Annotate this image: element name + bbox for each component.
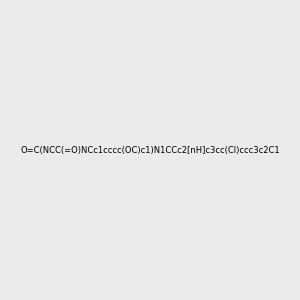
Text: O=C(NCC(=O)NCc1cccc(OC)c1)N1CCc2[nH]c3cc(Cl)ccc3c2C1: O=C(NCC(=O)NCc1cccc(OC)c1)N1CCc2[nH]c3cc… <box>20 146 280 154</box>
